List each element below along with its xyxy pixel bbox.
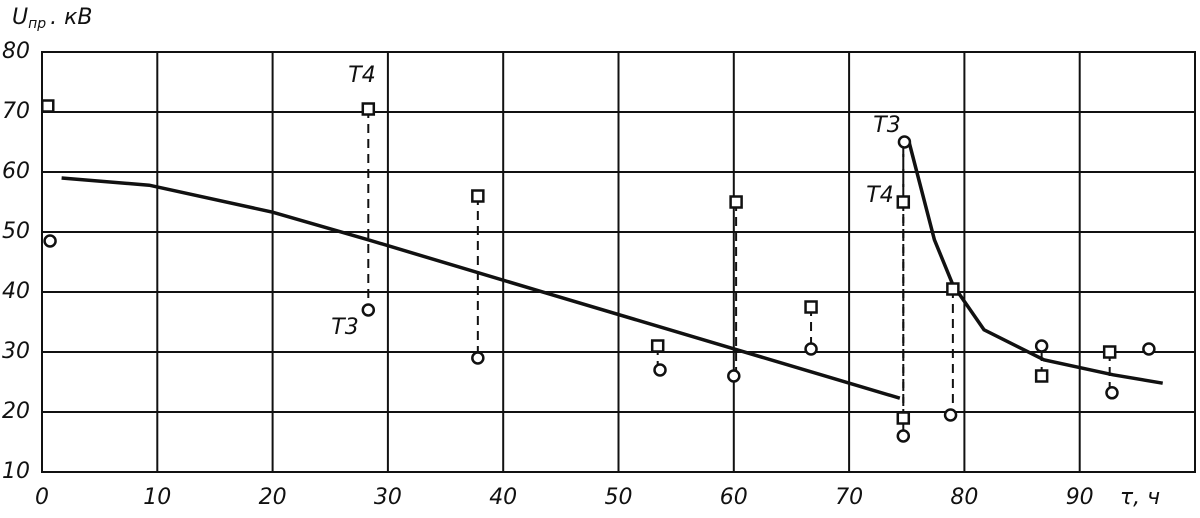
- y-tick-label: 40: [2, 279, 30, 304]
- square-point: [946, 282, 960, 296]
- plot-frame: [41, 51, 1196, 473]
- circle-point: [1142, 342, 1156, 356]
- trend-curve: [907, 141, 1164, 385]
- x-tick-label: 60: [720, 485, 748, 510]
- x-tick-label: 50: [605, 485, 633, 510]
- y-tick-label: 70: [2, 99, 30, 124]
- x-tick-label: 0: [35, 485, 49, 510]
- y-tick-label: 10: [2, 459, 30, 484]
- square-point: [1034, 369, 1049, 383]
- annotation: T3: [873, 113, 900, 138]
- circle-point: [897, 135, 912, 149]
- annotation: T4: [866, 183, 893, 208]
- x-tick-label: 80: [950, 485, 978, 510]
- y-tick-label: 20: [2, 399, 30, 424]
- circle-point: [1034, 339, 1049, 353]
- x-tick-label: 30: [374, 485, 402, 510]
- y-tick-label: 50: [2, 219, 30, 244]
- square-point: [41, 99, 55, 113]
- x-axis-label: τ, ч: [1120, 485, 1160, 510]
- circle-point: [804, 342, 818, 356]
- trend-curve: [61, 176, 901, 400]
- square-point: [896, 411, 911, 425]
- circle-point: [896, 429, 911, 443]
- circle-point: [43, 234, 57, 248]
- square-point: [650, 339, 665, 353]
- x-tick-label: 20: [259, 485, 287, 510]
- circle-point: [943, 408, 958, 422]
- y-tick-label: 60: [2, 159, 30, 184]
- x-tick-label: 10: [143, 485, 171, 510]
- circle-point: [653, 363, 667, 377]
- square-point: [471, 189, 485, 203]
- y-axis-label: Uпр. кВ: [12, 5, 93, 32]
- y-tick-label: 80: [2, 39, 30, 64]
- x-tick-label: 90: [1066, 485, 1094, 510]
- circle-point: [471, 351, 485, 365]
- y-label-symbol: U: [12, 5, 28, 30]
- y-tick-label: 30: [2, 339, 30, 364]
- circle-point: [727, 369, 741, 383]
- annotation: T3: [331, 315, 358, 340]
- square-point: [896, 195, 911, 209]
- square-point: [804, 300, 818, 314]
- square-point: [361, 102, 376, 116]
- circle-point: [1105, 386, 1119, 400]
- y-label-unit: . кВ: [50, 5, 92, 30]
- y-label-subscript: пр: [28, 16, 46, 32]
- circle-point: [361, 303, 376, 317]
- annotation: T4: [348, 63, 375, 88]
- square-point: [729, 195, 743, 209]
- x-tick-label: 40: [489, 485, 517, 510]
- x-tick-label: 70: [835, 485, 863, 510]
- square-point: [1102, 345, 1117, 359]
